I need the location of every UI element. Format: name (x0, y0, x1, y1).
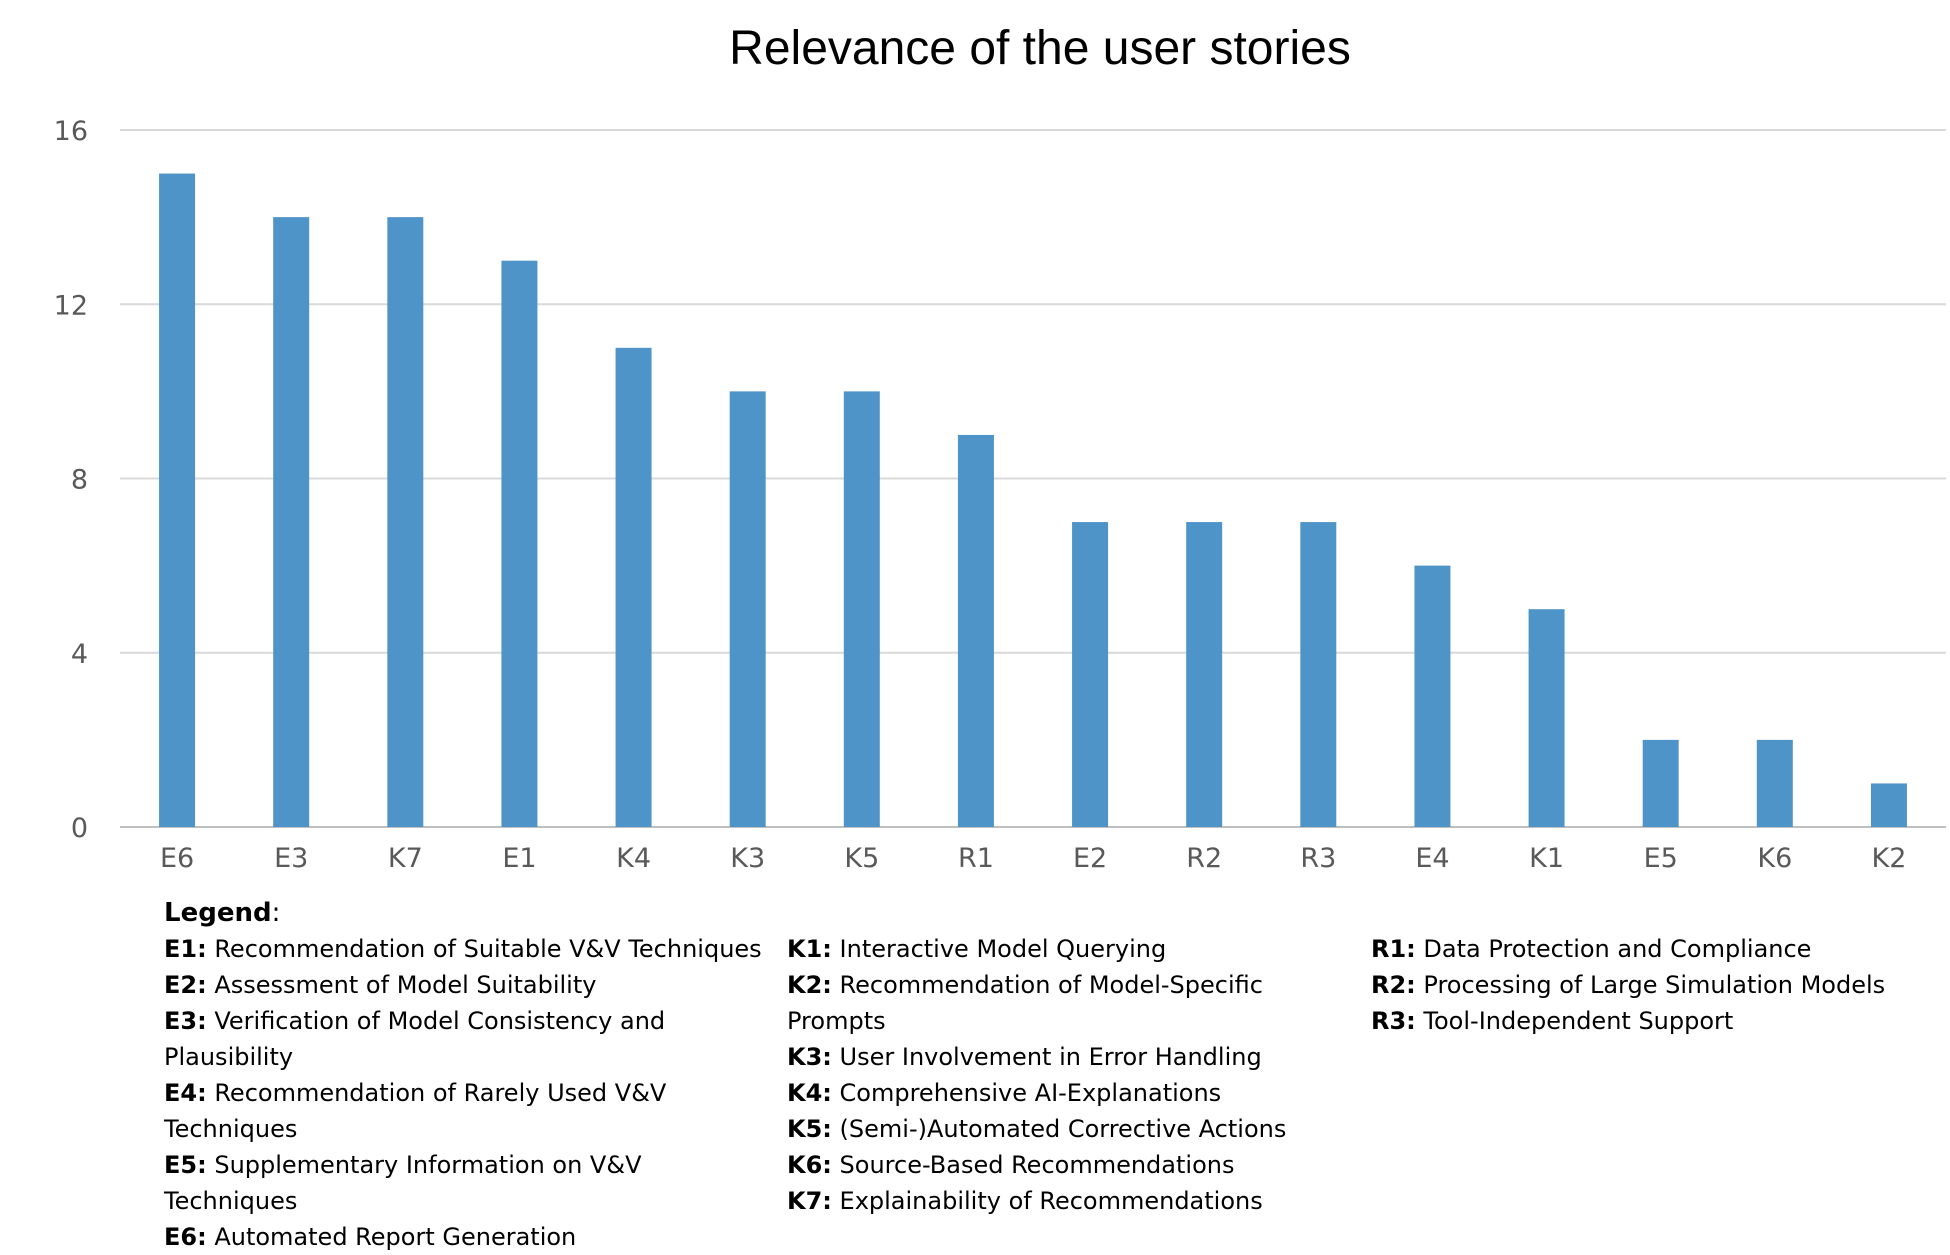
legend-entry-text: Interactive Model Querying (831, 935, 1167, 963)
bar-k2 (1870, 783, 1907, 827)
legend-entry-code: E4: (164, 1079, 207, 1107)
x-tick-label-r2: R2 (1186, 843, 1222, 874)
legend-entry-e4: E4: Recommendation of Rarely Used V&V Te… (164, 1075, 764, 1147)
legend-entry-code: E5: (164, 1151, 207, 1179)
x-tick-label-k1: K1 (1529, 843, 1564, 874)
x-tick-label-k3: K3 (730, 843, 765, 874)
legend-entry-text: Recommendation of Model-Specific Prompts (787, 971, 1263, 1035)
bar-k6 (1756, 739, 1793, 827)
bar-k1 (1528, 609, 1565, 827)
legend-entry-r1: R1: Data Protection and Compliance (1371, 931, 1924, 967)
legend-title-text: Legend (164, 898, 272, 928)
legend-entry-code: E2: (164, 971, 207, 999)
legend-entry-text: Assessment of Model Suitability (206, 971, 597, 999)
bar-r3 (1300, 522, 1337, 827)
legend-entry-text: Processing of Large Simulation Models (1415, 971, 1886, 999)
legend-entry-code: K2: (787, 971, 832, 999)
legend-entry-code: K5: (787, 1115, 832, 1143)
x-tick-label-r1: R1 (958, 843, 994, 874)
x-tick-label-r3: R3 (1300, 843, 1336, 874)
bar-e2 (1072, 522, 1109, 827)
legend-entry-k7: K7: Explainability of Recommendations (787, 1183, 1347, 1219)
legend-entry-k5: K5: (Semi-)Automated Corrective Actions (787, 1111, 1347, 1147)
legend-entry-e3: E3: Verification of Model Consistency an… (164, 1003, 764, 1075)
y-tick-label: 4 (71, 639, 88, 670)
bar-e4 (1414, 565, 1451, 827)
legend-entry-text: (Semi-)Automated Corrective Actions (831, 1115, 1287, 1143)
legend-entry-code: E1: (164, 935, 207, 963)
legend-entry-k6: K6: Source-Based Recommendations (787, 1147, 1347, 1183)
bar-r1 (957, 434, 994, 827)
x-tick-label-k7: K7 (388, 843, 423, 874)
chart-title: Relevance of the user stories (729, 22, 1351, 75)
legend-entry-text: Source-Based Recommendations (831, 1151, 1235, 1179)
legend-entry-e5: E5: Supplementary Information on V&V Tec… (164, 1147, 764, 1219)
y-axis-ticks: 0 4 8 12 16 (54, 116, 88, 844)
legend-entry-k4: K4: Comprehensive AI-Explanations (787, 1075, 1347, 1111)
legend-entry-text: User Involvement in Error Handling (831, 1043, 1262, 1071)
legend-entry-code: K6: (787, 1151, 832, 1179)
x-tick-label-k6: K6 (1757, 843, 1792, 874)
legend-entry-r3: R3: Tool-Independent Support (1371, 1003, 1924, 1039)
legend-title-colon: : (271, 898, 281, 928)
legend-column-k: K1: Interactive Model Querying K2: Recomm… (787, 931, 1347, 1219)
legend-entry-code: E3: (164, 1007, 207, 1035)
legend-entry-code: R2: (1371, 971, 1416, 999)
legend-entry-text: Supplementary Information on V&V Techniq… (164, 1151, 642, 1215)
legend-entry-code: R1: (1371, 935, 1416, 963)
bar-chart: Relevance of the user stories 0 4 8 12 16 E6… (54, 22, 1946, 874)
x-tick-label-e2: E2 (1073, 843, 1107, 874)
legend-entry-text: Automated Report Generation (206, 1223, 577, 1251)
legend-entry-e1: E1: Recommendation of Suitable V&V Techn… (164, 931, 764, 967)
y-tick-label: 0 (71, 813, 88, 844)
legend-entry-text: Data Protection and Compliance (1415, 935, 1812, 963)
bar-e1 (501, 260, 538, 827)
legend-entry-text: Comprehensive AI-Explanations (831, 1079, 1222, 1107)
legend-title: Legend: (164, 895, 280, 931)
legend-entry-k1: K1: Interactive Model Querying (787, 931, 1347, 967)
legend-column-r: R1: Data Protection and Compliance R2: Pr… (1371, 931, 1924, 1039)
y-tick-label: 8 (71, 465, 88, 496)
x-tick-label-e1: E1 (502, 843, 536, 874)
bars (159, 173, 1907, 827)
legend-entry-code: K7: (787, 1187, 832, 1215)
bar-e6 (159, 173, 196, 827)
bar-k3 (729, 391, 766, 827)
legend-entry-e6: E6: Automated Report Generation (164, 1219, 764, 1255)
bar-k4 (615, 347, 652, 827)
legend-column-e: E1: Recommendation of Suitable V&V Techn… (164, 931, 764, 1255)
bar-e3 (273, 217, 310, 827)
bar-r2 (1186, 522, 1223, 827)
bar-k5 (843, 391, 880, 827)
bar-k7 (387, 217, 424, 827)
legend-entry-code: K3: (787, 1043, 832, 1071)
legend-entry-k2: K2: Recommendation of Model-Specific Pro… (787, 967, 1347, 1039)
legend-entry-code: R3: (1371, 1007, 1416, 1035)
legend-entry-text: Recommendation of Suitable V&V Technique… (206, 935, 762, 963)
x-tick-label-k4: K4 (616, 843, 651, 874)
legend-entry-text: Explainability of Recommendations (831, 1187, 1263, 1215)
legend-entry-text: Verification of Model Consistency and Pl… (164, 1007, 666, 1071)
x-tick-label-e4: E4 (1415, 843, 1449, 874)
legend-entry-code: K4: (787, 1079, 832, 1107)
x-tick-label-k5: K5 (844, 843, 879, 874)
legend-entry-k3: K3: User Involvement in Error Handling (787, 1039, 1347, 1075)
legend-entry-code: K1: (787, 935, 832, 963)
x-axis-ticks: E6 E3 K7 E1 K4 K3 K5 R1 E2 R2 R3 E4 K1 E5 K6 K2 (160, 843, 1906, 874)
legend-entry-code: E6: (164, 1223, 207, 1251)
legend-entry-text: Tool-Independent Support (1415, 1007, 1734, 1035)
gridlines (120, 129, 1946, 828)
legend-entry-text: Recommendation of Rarely Used V&V Techni… (164, 1079, 667, 1143)
x-tick-label-e6: E6 (160, 843, 194, 874)
x-tick-label-k2: K2 (1871, 843, 1906, 874)
y-tick-label: 12 (54, 290, 88, 321)
y-tick-label: 16 (54, 116, 88, 147)
x-tick-label-e3: E3 (274, 843, 308, 874)
x-tick-label-e5: E5 (1644, 843, 1678, 874)
bar-e5 (1642, 739, 1679, 827)
legend-entry-r2: R2: Processing of Large Simulation Model… (1371, 967, 1924, 1003)
legend-entry-e2: E2: Assessment of Model Suitability (164, 967, 764, 1003)
